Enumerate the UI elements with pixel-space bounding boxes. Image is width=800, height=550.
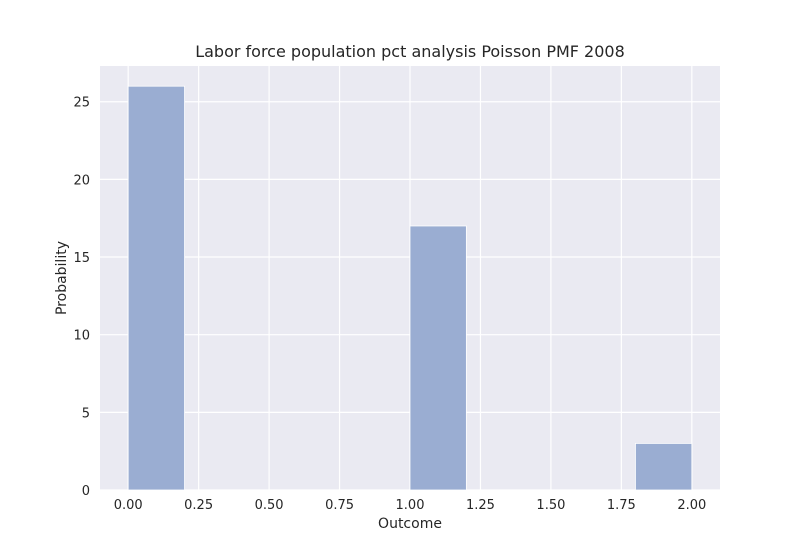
y-tick-label: 15 — [73, 251, 90, 266]
y-axis-label: Probability — [54, 241, 70, 315]
bar — [635, 443, 693, 491]
bars — [127, 85, 693, 491]
y-tick-labels: 0 5 10 15 20 25 — [73, 96, 90, 499]
x-tick-label: 1.25 — [466, 498, 495, 513]
x-tick-label: 0.25 — [184, 498, 213, 513]
x-tick-label: 1.50 — [536, 498, 565, 513]
y-tick-label: 20 — [73, 173, 90, 188]
x-tick-label: 2.00 — [677, 498, 706, 513]
y-tick-label: 5 — [82, 406, 90, 421]
x-tick-label: 1.75 — [607, 498, 636, 513]
x-tick-label: 0.50 — [255, 498, 284, 513]
x-axis-label: Outcome — [378, 516, 442, 532]
x-tick-label: 0.75 — [325, 498, 354, 513]
bar — [127, 85, 185, 491]
y-tick-label: 25 — [73, 96, 90, 111]
bar — [409, 225, 467, 491]
x-tick-labels: 0.00 0.25 0.50 0.75 1.00 1.25 1.50 1.75 2.00 — [114, 498, 707, 513]
chart-title: Labor force population pct analysis Pois… — [195, 42, 625, 61]
x-tick-label: 0.00 — [114, 498, 143, 513]
y-tick-label: 0 — [82, 484, 90, 499]
x-tick-label: 1.00 — [396, 498, 425, 513]
y-tick-label: 10 — [73, 329, 90, 344]
